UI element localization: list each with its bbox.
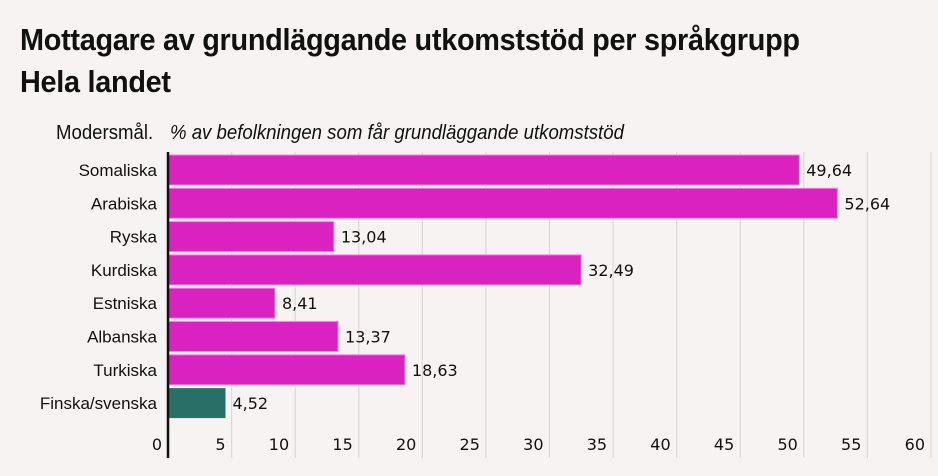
bar bbox=[167, 154, 800, 186]
bar bbox=[168, 388, 226, 419]
x-tick-label: 60 bbox=[905, 435, 925, 454]
bar bbox=[167, 254, 582, 286]
value-label: 13,04 bbox=[341, 228, 387, 247]
x-tick-label: 5 bbox=[215, 435, 225, 454]
x-tick-label: 40 bbox=[650, 435, 670, 454]
bar bbox=[167, 221, 335, 253]
x-tick-label: 55 bbox=[841, 435, 861, 454]
value-label: 52,64 bbox=[844, 194, 890, 213]
value-label: 4,52 bbox=[232, 394, 268, 413]
category-label: Estniska bbox=[93, 294, 158, 313]
chart-title: Mottagare av grundläggande utkomststöd p… bbox=[20, 22, 800, 57]
bar bbox=[167, 287, 276, 319]
category-label: Ryska bbox=[110, 228, 158, 247]
x-tick-label: 20 bbox=[396, 435, 416, 454]
x-tick-label: 30 bbox=[523, 435, 543, 454]
category-label: Finska/svenska bbox=[40, 394, 158, 413]
category-label: Albanska bbox=[87, 328, 157, 347]
bar bbox=[167, 187, 838, 219]
x-tick-label: 10 bbox=[269, 435, 289, 454]
x-tick-label: 50 bbox=[777, 435, 797, 454]
value-label: 8,41 bbox=[282, 294, 318, 313]
value-label: 18,63 bbox=[412, 361, 458, 380]
x-tick-label: 35 bbox=[587, 435, 607, 454]
chart-subtitle: Hela landet bbox=[20, 64, 171, 99]
x-tick-label: 45 bbox=[714, 435, 734, 454]
value-label: 13,37 bbox=[345, 328, 391, 347]
y-axis-label: Modersmål. bbox=[56, 122, 154, 144]
x-axis-label: % av befolkningen som får grundläggande … bbox=[170, 122, 624, 144]
category-label: Arabiska bbox=[91, 194, 158, 213]
category-label: Kurdiska bbox=[91, 261, 158, 280]
value-label: 32,49 bbox=[588, 261, 634, 280]
x-tick-label: 0 bbox=[152, 435, 162, 454]
category-label: Somaliska bbox=[79, 161, 158, 180]
bar bbox=[167, 321, 339, 352]
bar bbox=[167, 354, 406, 386]
category-label: Turkiska bbox=[93, 361, 157, 380]
x-tick-label: 25 bbox=[460, 435, 480, 454]
x-tick-label: 15 bbox=[332, 435, 352, 454]
value-label: 49,64 bbox=[806, 161, 852, 180]
